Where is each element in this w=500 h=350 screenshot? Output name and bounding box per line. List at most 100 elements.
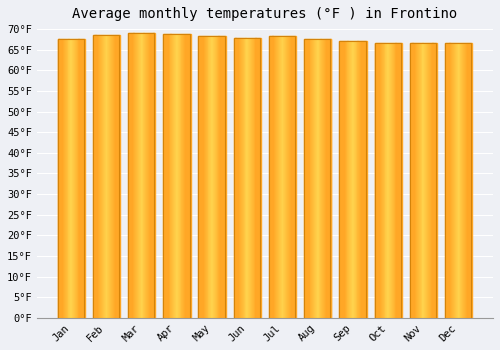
Bar: [58, 39, 84, 318]
Bar: [374, 43, 401, 318]
Bar: [203, 36, 204, 318]
Bar: [424, 43, 426, 318]
Bar: [215, 36, 216, 318]
Bar: [175, 34, 176, 318]
Bar: [327, 39, 328, 318]
Bar: [270, 36, 272, 318]
Bar: [132, 33, 134, 318]
Bar: [276, 36, 277, 318]
Bar: [417, 43, 418, 318]
Bar: [84, 39, 85, 318]
Bar: [378, 43, 379, 318]
Bar: [351, 41, 352, 318]
Bar: [222, 36, 223, 318]
Bar: [364, 41, 365, 318]
Bar: [188, 34, 190, 318]
Bar: [455, 43, 456, 318]
Bar: [460, 43, 462, 318]
Bar: [470, 43, 472, 318]
Bar: [223, 36, 224, 318]
Bar: [239, 38, 240, 318]
Bar: [210, 36, 211, 318]
Bar: [287, 36, 288, 318]
Bar: [374, 43, 376, 318]
Bar: [147, 33, 148, 318]
Bar: [150, 33, 151, 318]
Bar: [205, 36, 206, 318]
Bar: [419, 43, 420, 318]
Bar: [130, 33, 131, 318]
Bar: [340, 41, 365, 318]
Bar: [93, 35, 94, 318]
Bar: [108, 35, 109, 318]
Bar: [259, 38, 260, 318]
Bar: [128, 33, 129, 318]
Bar: [170, 34, 172, 318]
Bar: [81, 39, 82, 318]
Bar: [376, 43, 378, 318]
Bar: [78, 39, 80, 318]
Bar: [249, 38, 250, 318]
Bar: [445, 43, 446, 318]
Bar: [330, 39, 332, 318]
Bar: [208, 36, 210, 318]
Bar: [103, 35, 104, 318]
Bar: [416, 43, 417, 318]
Bar: [146, 33, 147, 318]
Bar: [74, 39, 75, 318]
Bar: [308, 39, 310, 318]
Bar: [294, 36, 296, 318]
Bar: [388, 43, 389, 318]
Bar: [399, 43, 400, 318]
Bar: [136, 33, 137, 318]
Bar: [198, 36, 225, 318]
Bar: [464, 43, 465, 318]
Bar: [188, 34, 189, 318]
Bar: [80, 39, 82, 318]
Bar: [76, 39, 78, 318]
Bar: [315, 39, 316, 318]
Bar: [185, 34, 186, 318]
Bar: [454, 43, 455, 318]
Bar: [93, 35, 119, 318]
Bar: [350, 41, 351, 318]
Bar: [288, 36, 289, 318]
Bar: [410, 43, 412, 318]
Bar: [140, 33, 141, 318]
Bar: [456, 43, 457, 318]
Bar: [206, 36, 208, 318]
Bar: [430, 43, 432, 318]
Bar: [390, 43, 391, 318]
Bar: [432, 43, 434, 318]
Bar: [462, 43, 463, 318]
Bar: [396, 43, 398, 318]
Bar: [361, 41, 362, 318]
Bar: [348, 41, 350, 318]
Bar: [353, 41, 354, 318]
Bar: [305, 39, 306, 318]
Bar: [304, 39, 330, 318]
Bar: [458, 43, 460, 318]
Bar: [174, 34, 175, 318]
Bar: [392, 43, 393, 318]
Bar: [275, 36, 276, 318]
Bar: [258, 38, 259, 318]
Bar: [304, 39, 330, 318]
Bar: [163, 34, 190, 318]
Bar: [322, 39, 324, 318]
Bar: [112, 35, 113, 318]
Bar: [314, 39, 315, 318]
Bar: [214, 36, 215, 318]
Bar: [392, 43, 394, 318]
Bar: [282, 36, 284, 318]
Bar: [204, 36, 205, 318]
Bar: [401, 43, 402, 318]
Bar: [184, 34, 185, 318]
Bar: [234, 38, 260, 318]
Bar: [344, 41, 346, 318]
Bar: [149, 33, 150, 318]
Bar: [150, 33, 152, 318]
Bar: [463, 43, 464, 318]
Bar: [253, 38, 254, 318]
Bar: [324, 39, 325, 318]
